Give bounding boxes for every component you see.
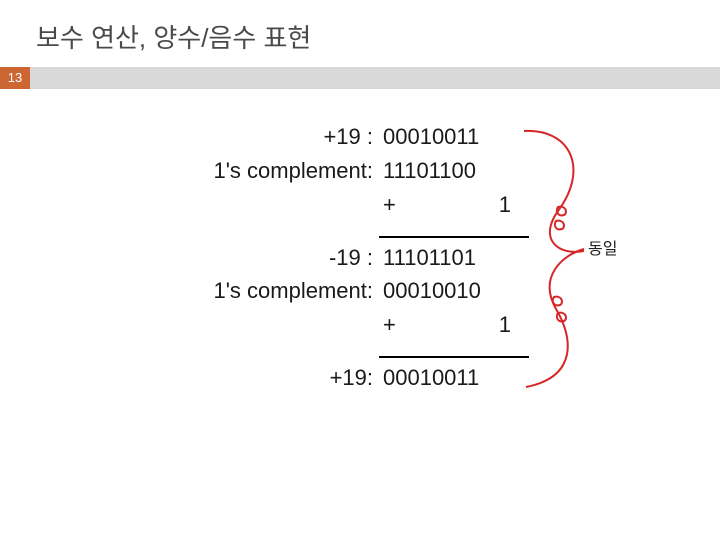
- divider-bar: 13: [0, 67, 720, 89]
- row-value: 00010011: [379, 121, 539, 153]
- rule-row: [132, 232, 539, 240]
- rule-row: [132, 352, 539, 360]
- row-label: +19:: [132, 362, 377, 394]
- table-row: +19: 00010011: [132, 362, 539, 394]
- same-note: 동일: [588, 235, 617, 259]
- row-value: 00010011: [379, 362, 539, 394]
- plus-sign: +: [383, 309, 396, 341]
- table-row: + 1: [132, 189, 539, 230]
- row-value: 11101101: [379, 242, 539, 274]
- page-number-badge: 13: [0, 67, 30, 89]
- table-row: + 1: [132, 309, 539, 350]
- table-row: +19 : 00010011: [132, 121, 539, 153]
- plus-one: 1: [499, 189, 523, 221]
- table-row: 1's complement: 11101100: [132, 155, 539, 187]
- table-row: 1's complement: 00010010: [132, 275, 539, 307]
- slide-title: 보수 연산, 양수/음수 표현: [0, 0, 720, 67]
- horizontal-rule: [379, 236, 529, 238]
- table-row: -19 : 11101101: [132, 242, 539, 274]
- plus-one: 1: [499, 309, 523, 341]
- row-label: 1's complement:: [132, 275, 377, 307]
- row-value: 11101100: [379, 155, 539, 187]
- row-value: 00010010: [379, 275, 539, 307]
- plus-sign: +: [383, 189, 396, 221]
- row-label: -19 :: [132, 242, 377, 274]
- calculation-table: +19 : 00010011 1's complement: 11101100 …: [130, 119, 541, 396]
- row-label: +19 :: [132, 121, 377, 153]
- row-label: 1's complement:: [132, 155, 377, 187]
- horizontal-rule: [379, 356, 529, 358]
